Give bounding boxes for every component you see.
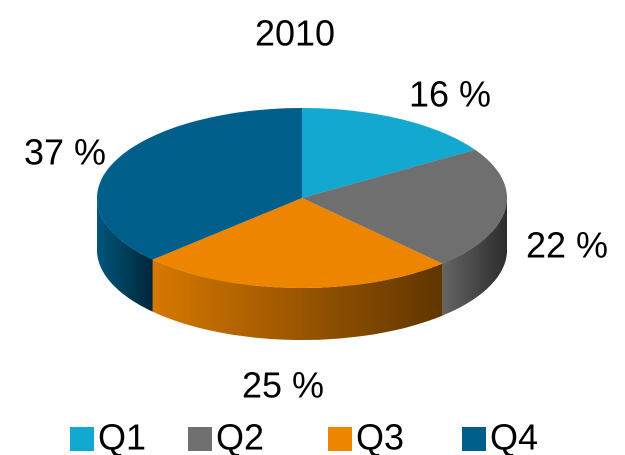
legend-swatch — [462, 427, 486, 451]
legend-label: Q1 — [98, 417, 146, 455]
slice-side-shade — [97, 198, 153, 312]
slice — [152, 198, 443, 288]
chart-title: 2010 — [255, 13, 335, 54]
legend-label: Q2 — [216, 417, 264, 455]
slice-side-shade — [152, 259, 443, 340]
legend-label: Q4 — [490, 417, 538, 455]
legend-item: Q1 — [70, 417, 146, 455]
legend-item: Q4 — [462, 417, 538, 455]
data-label: 37 % — [24, 132, 106, 173]
legend-swatch — [188, 427, 212, 451]
data-label: 22 % — [526, 225, 608, 266]
slice — [302, 108, 476, 198]
legend-swatch — [328, 427, 352, 451]
slice-side-shade — [442, 198, 507, 316]
slice — [302, 149, 507, 264]
legend-item: Q2 — [188, 417, 264, 455]
legend-label: Q3 — [356, 417, 404, 455]
legend-swatch — [70, 427, 94, 451]
data-label: 16 % — [409, 74, 491, 115]
slice — [97, 108, 302, 260]
data-label: 25 % — [242, 365, 324, 406]
legend-item: Q3 — [328, 417, 404, 455]
